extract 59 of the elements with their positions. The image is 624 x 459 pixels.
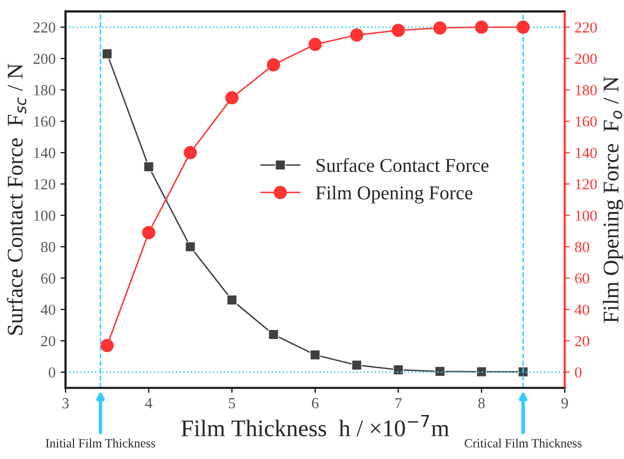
y2-tick-label: 80	[575, 242, 590, 252]
y-tick-label: 100	[34, 210, 56, 221]
point	[226, 294, 238, 306]
y2-tick-label: 40	[574, 304, 590, 315]
y2-tick-label: 180	[576, 85, 597, 96]
y2-tick-label: 200	[575, 54, 597, 64]
point	[268, 329, 279, 340]
legend-label: Surface Contact Force	[316, 158, 488, 172]
point	[434, 366, 446, 377]
point	[476, 366, 487, 377]
x-tick-label: 9	[561, 398, 568, 408]
y2-axis-title: Film Opening Force F$_{o}$ / N	[602, 76, 624, 323]
y2-tick-label: 140	[576, 148, 597, 158]
y-tick-label: 120	[34, 179, 56, 190]
point	[352, 360, 362, 370]
point	[310, 350, 320, 360]
y-tick-label: 20	[41, 336, 56, 346]
y-tick-label: 140	[34, 148, 56, 158]
point	[102, 48, 112, 60]
point	[433, 21, 447, 35]
y2-tick-label: 60	[575, 273, 590, 284]
y2-tick-label: 0	[575, 367, 582, 378]
legend-label: Film Opening Force	[316, 186, 472, 204]
y-tick-label: 40	[40, 304, 56, 315]
x-tick-label: 6	[312, 398, 318, 408]
point	[350, 28, 364, 42]
point	[516, 20, 530, 34]
x-tick-label: 8	[478, 398, 485, 408]
y2-tick-label: 160	[576, 116, 597, 127]
y-tick-label: 180	[34, 85, 56, 96]
x-tick-label: 5	[228, 398, 236, 408]
point	[225, 91, 239, 104]
point	[142, 226, 156, 240]
y2-tick-label: 220	[575, 22, 597, 33]
x-tick-label: 7	[396, 398, 402, 408]
y2-tick-label: 100	[576, 210, 597, 221]
y-tick-label: 80	[41, 242, 56, 252]
point	[184, 146, 197, 160]
y-tick-label: 220	[34, 22, 56, 33]
y-axis-title: Surface Contact Force F$_{sc}$ / N	[6, 64, 26, 335]
y2-tick-label: 20	[575, 336, 590, 346]
x-tick-label: 4	[145, 398, 152, 408]
y-tick-label: 160	[34, 116, 56, 127]
point	[100, 338, 114, 352]
y-tick-label: 60	[41, 273, 56, 284]
point	[392, 24, 405, 37]
point	[266, 58, 280, 72]
point	[474, 20, 488, 34]
point	[144, 162, 154, 172]
ref-line-label: Critical Film Thickness	[464, 438, 582, 448]
x-axis-title: Film Thickness h / ×10$^{−7}$m	[181, 415, 450, 436]
x-tick-label: 3	[62, 398, 69, 408]
point	[393, 364, 404, 376]
y2-tick-label: 120	[576, 179, 597, 190]
y-tick-label: 0	[48, 367, 56, 378]
point	[185, 242, 196, 252]
point	[308, 38, 322, 52]
ref-line-label: Initial Film Thickness	[46, 438, 156, 448]
y-tick-label: 200	[34, 54, 56, 64]
